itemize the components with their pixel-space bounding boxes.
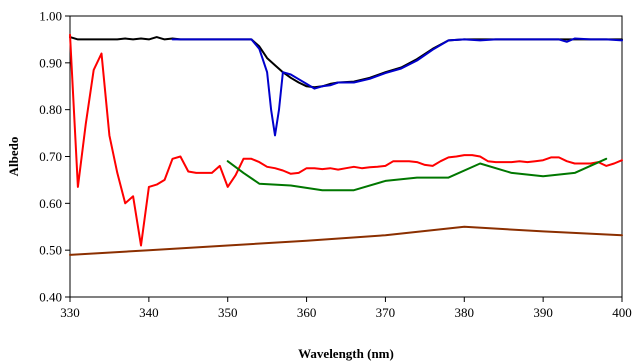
y-axis-title: Albedo [6, 137, 21, 177]
y-tick-label: 0.90 [39, 55, 62, 70]
x-tick-label: 370 [376, 305, 396, 320]
plot-border [69, 15, 623, 298]
series-line-5 [69, 225, 623, 256]
x-axis-title: Wavelength (nm) [298, 346, 394, 361]
y-tick-label: 0.60 [39, 196, 62, 211]
y-axis: 0.40 0.50 0.60 0.70 0.80 0.90 1.00 [39, 9, 70, 305]
y-tick-label: 1.00 [39, 9, 62, 24]
x-tick-label: 380 [455, 305, 475, 320]
y-tick-label: 0.70 [39, 149, 62, 164]
x-tick-label: 360 [297, 305, 317, 320]
x-tick-label: 340 [139, 305, 159, 320]
plot-area [69, 15, 623, 298]
x-tick-label: 350 [218, 305, 238, 320]
series-line-3 [69, 33, 623, 247]
y-tick-label: 0.40 [39, 290, 62, 305]
x-tick-label: 400 [612, 305, 632, 320]
y-tick-label: 0.50 [39, 243, 62, 258]
series-lines [69, 33, 623, 256]
series-line-4 [226, 157, 608, 192]
x-tick-label: 330 [60, 305, 80, 320]
series-line-1 [69, 36, 623, 89]
x-axis: 330 340 350 360 370 380 390 400 [60, 297, 632, 320]
y-tick-label: 0.80 [39, 102, 62, 117]
series-line-2 [171, 37, 623, 137]
x-tick-label: 390 [533, 305, 553, 320]
